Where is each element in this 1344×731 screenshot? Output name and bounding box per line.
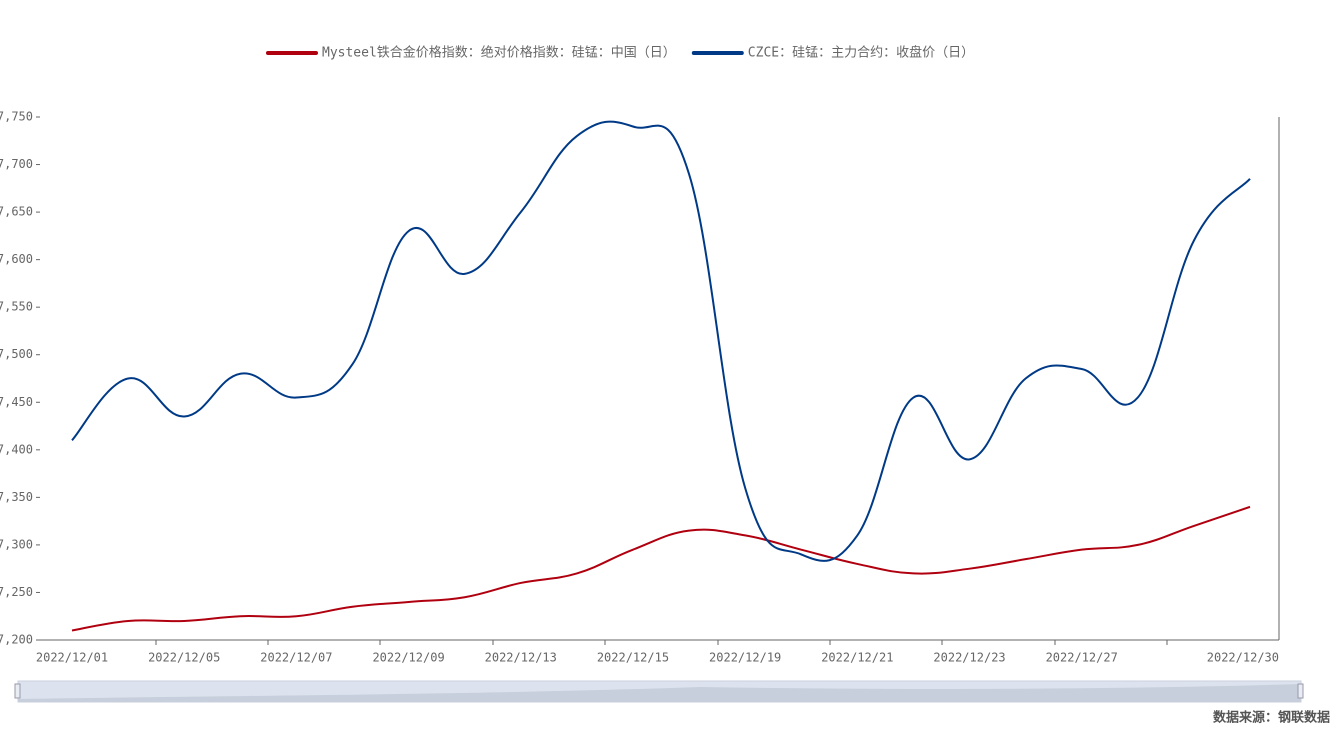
data-zoom[interactable] <box>14 680 1304 703</box>
x-tick-label: 2022/12/30 <box>1207 651 1279 665</box>
legend-label: CZCE：硅锰：主力合约：收盘价（日） <box>748 45 974 61</box>
y-tick-label: 7,750 <box>0 110 33 124</box>
zoom-handle[interactable] <box>14 683 21 699</box>
y-tick-label: 7,400 <box>0 442 33 456</box>
y-tick-label: 7,450 <box>0 395 33 409</box>
y-tick-label: 7,500 <box>0 347 33 361</box>
x-tick-label: 2022/12/15 <box>597 651 669 665</box>
y-tick-label: 7,650 <box>0 205 33 219</box>
x-tick-label: 2022/12/19 <box>709 651 781 665</box>
source-note: 数据来源：钢联数据 <box>1213 710 1330 726</box>
x-tick-label: 2022/12/13 <box>485 651 557 665</box>
y-tick-label: 7,300 <box>0 537 33 551</box>
zoom-handle[interactable] <box>1297 683 1304 699</box>
y-tick-label: 7,550 <box>0 300 33 314</box>
legend-label: Mysteel铁合金价格指数：绝对价格指数：硅锰：中国（日） <box>322 45 676 61</box>
x-tick-label: 2022/12/09 <box>372 651 444 665</box>
series-line <box>71 120 1251 562</box>
x-tick-label: 2022/12/21 <box>821 651 893 665</box>
y-tick-label: 7,350 <box>0 490 33 504</box>
y-tick-label: 7,700 <box>0 157 33 171</box>
x-tick-label: 2022/12/05 <box>148 651 220 665</box>
y-tick-label: 7,200 <box>0 633 33 647</box>
series-line <box>71 505 1251 632</box>
y-tick-label: 7,600 <box>0 252 33 266</box>
x-tick-label: 2022/12/01 <box>36 651 108 665</box>
zoom-preview <box>18 684 1301 702</box>
y-tick-label: 7,250 <box>0 585 33 599</box>
x-tick-label: 2022/12/27 <box>1046 651 1118 665</box>
x-tick-label: 2022/12/23 <box>933 651 1005 665</box>
x-tick-label: 2022/12/07 <box>260 651 332 665</box>
